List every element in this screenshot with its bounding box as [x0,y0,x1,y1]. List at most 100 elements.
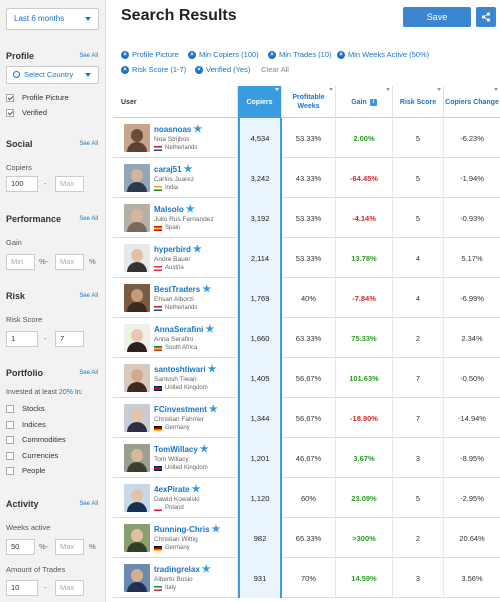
avatar[interactable] [124,164,150,192]
copiers-change-cell: 20.64% [459,533,485,543]
profitable-weeks-cell: 70% [282,558,336,598]
copiers-min-input[interactable]: 100 [6,176,38,192]
table-row[interactable]: BestTraders ★ Ehsan Alborzi Netherlands 1,76… [113,278,500,318]
checkbox-icon[interactable] [6,451,14,460]
share-button[interactable] [476,7,496,27]
portfolio-stocks-row[interactable]: Stocks [6,404,45,413]
weeks-min-input[interactable]: 50 [6,539,35,555]
username-link[interactable]: caraj51 ★ [154,164,193,174]
table-row[interactable]: Malsolo ★ Julio Rus Fernandez Spain 3,192 53.… [113,198,500,238]
username-link[interactable]: 4exPirate ★ [154,484,201,494]
copiers-cell: 931 [238,558,282,598]
avatar-head [131,209,143,222]
username-link[interactable]: FCinvestment ★ [154,404,218,414]
table-row[interactable]: hyperbird ★ Andre Bauer Austria 2,114 53.33% 1… [113,238,500,278]
table-row[interactable]: 4exPirate ★ Dawid Kowalski Poland 1,120 60% 23… [113,478,500,518]
avatar[interactable] [124,244,150,272]
avatar[interactable] [124,444,150,472]
country-select[interactable]: Select Country [6,66,99,84]
column-header-gain[interactable]: Gain i [336,86,393,118]
filter-chip[interactable]: × Min Trades (10) [268,50,332,59]
portfolio-see-all-link[interactable]: See All [79,370,98,376]
social-see-all-link[interactable]: See All [79,141,98,147]
avatar[interactable] [124,404,150,432]
column-header-profitable-weeks[interactable]: Profitable Weeks [282,86,336,118]
username-link[interactable]: tradingrelax ★ [154,564,211,574]
profile-picture-checkbox-row[interactable]: Profile Picture [6,93,69,102]
portfolio-indices-row[interactable]: Indices [6,420,46,429]
period-select[interactable]: Last 6 months [6,8,99,30]
portfolio-people-row[interactable]: People [6,466,45,475]
table-row[interactable]: FCinvestment ★ Christian Fahmer Germany 1,34… [113,398,500,438]
username-link[interactable]: noasnoas ★ [154,124,202,134]
table-row[interactable]: TomWillacy ★ Tom Willacy United Kingdom 1,20… [113,438,500,478]
remove-filter-icon[interactable]: × [195,65,203,74]
info-icon[interactable]: i [369,98,377,106]
table-row[interactable]: AnnaSerafini ★ Anna Serafini South Africa 1,… [113,318,500,358]
avatar[interactable] [124,484,150,512]
portfolio-currencies-row[interactable]: Currencies [6,451,58,460]
checkbox-icon[interactable] [6,404,14,413]
table-row[interactable]: caraj51 ★ Carlos Juarez India 3,242 43.33% -64… [113,158,500,198]
username-link[interactable]: BestTraders ★ [154,284,211,294]
clear-all-link[interactable]: Clear All [261,65,289,74]
avatar[interactable] [124,124,150,152]
gain-max-input[interactable]: Max [55,254,84,270]
username-link[interactable]: AnnaSerafini ★ [154,324,214,334]
save-button[interactable]: Save [403,7,471,27]
real-name: Julio Rus Fernandez [154,216,214,223]
avatar[interactable] [124,324,150,352]
gain-cell: 75.33% [336,318,393,358]
profile-see-all-link[interactable]: See All [79,53,98,59]
filter-chip[interactable]: × Profile Picture [121,50,179,59]
avatar-body [127,262,147,272]
table-row[interactable]: santoshtiwari ★ Santosh Tiwari United Kingd… [113,358,500,398]
risk-see-all-link[interactable]: See All [79,293,98,299]
column-header-risk-score[interactable]: Risk Score [393,86,444,118]
avatar[interactable] [124,204,150,232]
copiers-cell: 1,660 [238,318,282,358]
table-row[interactable]: Running-Chris ★ Christian Wittig Germany 982… [113,518,500,558]
table-row[interactable]: tradingrelax ★ Alberto Bosio Italy 931 70% 14.… [113,558,500,598]
performance-see-all-link[interactable]: See All [79,216,98,222]
remove-filter-icon[interactable]: × [188,50,196,59]
risk-min-input[interactable]: 1 [6,331,38,347]
column-header-copiers[interactable]: Copiers [238,86,282,118]
trades-max-input[interactable]: Max [55,580,84,596]
remove-filter-icon[interactable]: × [121,65,129,74]
weeks-max-input[interactable]: Max [55,539,84,555]
column-header-copiers-change[interactable]: Copiers Change [444,86,500,118]
checkbox-checked-icon[interactable] [6,93,14,102]
gain-min-input[interactable]: Min [6,254,35,270]
checkbox-checked-icon[interactable] [6,108,14,117]
activity-see-all-link[interactable]: See All [79,501,98,507]
avatar[interactable] [124,284,150,312]
verified-checkbox-row[interactable]: Verified [6,108,47,117]
checkbox-icon[interactable] [6,466,14,475]
username-link[interactable]: Malsolo ★ [154,204,195,214]
avatar[interactable] [124,524,150,552]
trades-min-input[interactable]: 10 [6,580,38,596]
filter-chip[interactable]: × Verified (Yes) [195,65,250,74]
risk-max-input[interactable]: 7 [55,331,84,347]
checkbox-icon[interactable] [6,420,14,429]
avatar[interactable] [124,364,150,392]
username-link[interactable]: TomWillacy ★ [154,444,209,454]
remove-filter-icon[interactable]: × [268,50,276,59]
profitable-weeks-cell: 46.67% [282,438,336,478]
remove-filter-icon[interactable]: × [121,50,129,59]
checkbox-icon[interactable] [6,435,14,444]
filter-chip[interactable]: × Min Weeks Active (50%) [337,50,429,59]
filter-chip[interactable]: × Min Copiers (100) [188,50,259,59]
profitable-weeks-cell: 53.33% [282,118,336,158]
portfolio-commodities-row[interactable]: Commodities [6,435,66,444]
username-link[interactable]: Running-Chris ★ [154,524,221,534]
avatar[interactable] [124,564,150,592]
remove-filter-icon[interactable]: × [337,50,345,59]
username-link[interactable]: santoshtiwari ★ [154,364,217,374]
filter-chip[interactable]: × Risk Score (1-7) [121,65,186,74]
table-row[interactable]: noasnoas ★ Noa Strijbos Netherlands 4,534 53.… [113,118,500,158]
username-link[interactable]: hyperbird ★ [154,244,202,254]
invested-percent-link[interactable]: 20% [58,389,73,396]
copiers-max-input[interactable]: Max [55,176,84,192]
